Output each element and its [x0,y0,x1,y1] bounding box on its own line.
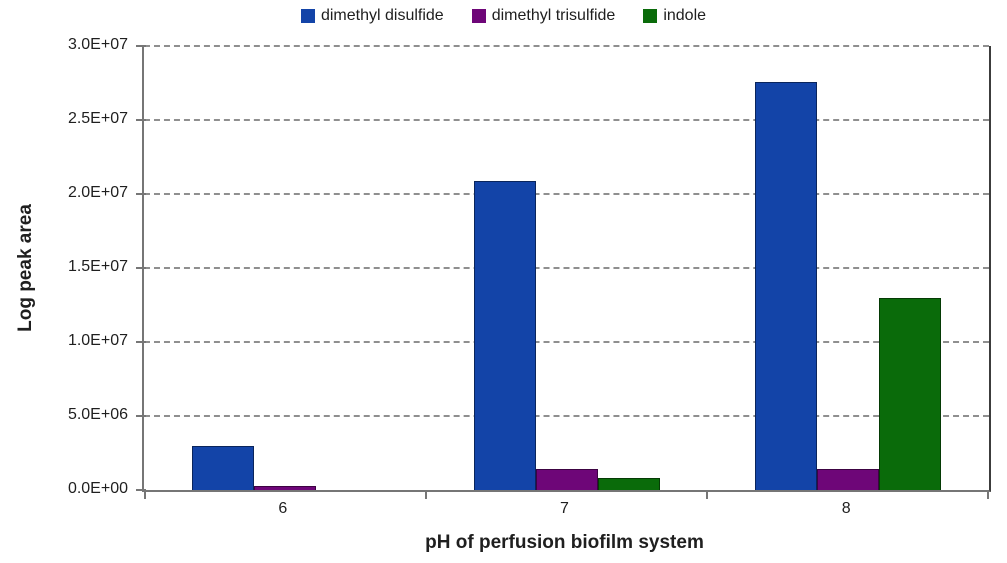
legend-swatch-dimethyl-disulfide [300,9,315,23]
gridline [144,415,989,417]
y-axis-tick-label: 5.0E+06 [67,406,128,423]
y-axis-tick [136,489,146,491]
y-axis-tick-label: 3.0E+07 [67,36,128,53]
y-axis-tick [136,415,146,417]
x-axis-tick-label: 7 [560,500,569,517]
legend-label-dimethyl-trisulfide: dimethyl trisulfide [491,7,616,24]
y-axis-tick [136,119,146,121]
gridline [144,267,989,269]
y-axis-tick [136,45,146,47]
bar-dimethyl-disulfide-ph6 [191,445,254,490]
bar-indole-ph7 [597,478,660,490]
legend: dimethyl disulfide dimethyl trisulfide i… [0,7,1007,25]
gridline [144,45,989,47]
legend-item-dimethyl-disulfide: dimethyl disulfide [300,7,444,25]
legend-swatch-indole [643,9,658,23]
legend-label-dimethyl-disulfide: dimethyl disulfide [320,7,444,24]
bar-dimethyl-disulfide-ph8 [755,81,818,490]
y-axis-tick [136,267,146,269]
legend-label-indole: indole [663,7,707,24]
x-axis-tick [706,492,709,499]
gridline [144,341,989,343]
legend-swatch-dimethyl-trisulfide [471,9,486,23]
x-axis-tick-label: 8 [841,500,851,517]
bar-dimethyl-trisulfide-ph7 [535,469,598,490]
legend-item-dimethyl-trisulfide: dimethyl trisulfide [471,7,616,25]
gridline [144,193,989,195]
x-axis-tick [144,492,146,499]
legend-item-indole: indole [643,7,706,25]
y-axis-tick-label: 0.0E+00 [67,480,128,497]
plot-area [136,45,991,499]
y-axis-tick-label: 2.0E+07 [67,184,128,201]
bar-indole-ph8 [879,297,942,490]
y-axis-tick-label: 2.5E+07 [67,110,128,127]
bar-dimethyl-trisulfide-ph8 [817,469,880,490]
x-axis-tick [987,492,989,499]
x-axis-tick-label: 6 [278,500,288,517]
x-axis-tick [424,492,427,499]
x-axis-title: pH of perfusion biofilm system [425,532,704,553]
y-axis-tick [136,341,146,343]
bar-dimethyl-disulfide-ph7 [473,180,536,490]
bar-dimethyl-trisulfide-ph6 [253,486,316,490]
gridline [144,119,989,121]
y-axis-tick-label: 1.5E+07 [67,258,128,275]
y-axis-tick [136,193,146,195]
y-axis-tick-label: 1.0E+07 [67,332,128,349]
